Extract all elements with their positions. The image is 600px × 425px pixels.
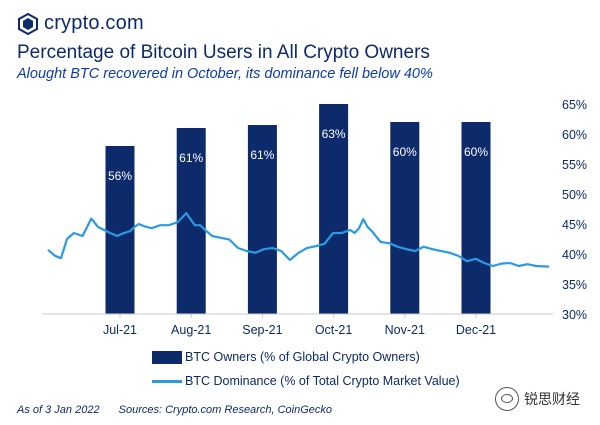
bar-Oct-21 [319, 104, 349, 314]
x-tick-label-Sep-21: Sep-21 [242, 323, 282, 337]
bar-Nov-21 [390, 122, 420, 314]
y-tick-label-60: 60% [562, 128, 587, 142]
bar-label-Dec-21: 60% [464, 145, 488, 159]
x-tick-label-Dec-21: Dec-21 [456, 323, 496, 337]
legend-label-btc-dominance: BTC Dominance (% of Total Crypto Market … [185, 374, 460, 388]
bar-Dec-21 [461, 122, 491, 314]
y-tick-label-30: 30% [562, 308, 587, 322]
x-tick-label-Jul-21: Jul-21 [103, 323, 137, 337]
bar-label-Nov-21: 60% [393, 145, 417, 159]
bar-label-Aug-21: 61% [179, 151, 203, 165]
legend-label-btc-owners: BTC Owners (% of Global Crypto Owners) [185, 350, 420, 364]
footer: As of 3 Jan 2022 Sources: Crypto.com Res… [17, 404, 332, 416]
bar-Sep-21 [247, 125, 277, 314]
y-tick-label-35: 35% [562, 278, 587, 292]
watermark-text: 锐思财经 [524, 391, 580, 407]
watermark: 锐思财经 [495, 387, 580, 411]
bar-Jul-21 [105, 146, 135, 314]
chart-title: Percentage of Bitcoin Users in All Crypt… [17, 42, 430, 63]
brand-logo: crypto.com [18, 12, 144, 35]
bar-label-Sep-21: 61% [250, 148, 274, 162]
legend-bar-swatch [152, 350, 182, 364]
wechat-icon [495, 387, 519, 411]
legend-item-btc-dominance: BTC Dominance (% of Total Crypto Market … [152, 374, 460, 388]
x-tick-label-Aug-21: Aug-21 [171, 323, 211, 337]
y-tick-label-40: 40% [562, 248, 587, 262]
x-tick-label-Oct-21: Oct-21 [315, 323, 353, 337]
y-tick-label-50: 50% [562, 188, 587, 202]
y-tick-label-45: 45% [562, 218, 587, 232]
footer-date: As of 3 Jan 2022 [17, 404, 100, 416]
bar-label-Oct-21: 63% [322, 127, 346, 141]
legend-item-btc-owners: BTC Owners (% of Global Crypto Owners) [152, 350, 420, 364]
footer-sources: Sources: Crypto.com Research, CoinGecko [118, 404, 332, 416]
x-tick-label-Nov-21: Nov-21 [385, 323, 425, 337]
crypto-com-shield-icon [18, 12, 38, 35]
chart-subtitle: Alought BTC recovered in October, its do… [17, 66, 433, 82]
brand-name: crypto.com [44, 12, 144, 34]
legend-line-swatch [152, 379, 182, 383]
y-tick-label-55: 55% [562, 158, 587, 172]
y-tick-label-65: 65% [562, 98, 587, 112]
bar-label-Jul-21: 56% [108, 169, 132, 183]
line-btc-dominance [47, 212, 550, 268]
